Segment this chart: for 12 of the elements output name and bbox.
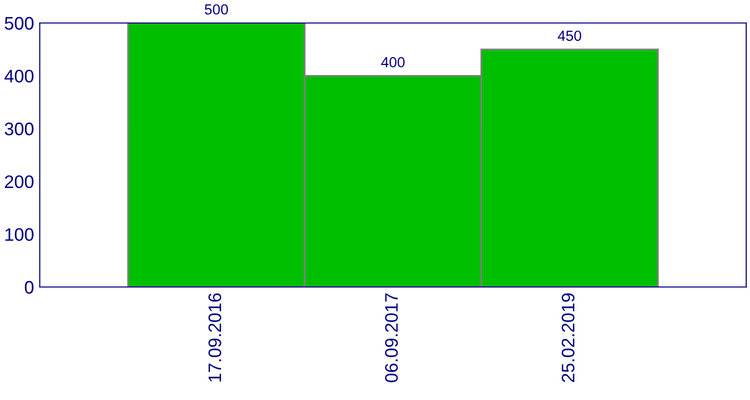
y-tick-label: 0 xyxy=(24,280,34,294)
y-tick-label: 100 xyxy=(5,228,34,241)
y-tick-label: 500 xyxy=(4,16,34,30)
x-tick-label: 25.02.2019 xyxy=(562,293,574,382)
y-tick-label: 200 xyxy=(4,175,34,188)
x-tick-label: 06.09.2017 xyxy=(385,293,398,382)
x-tick-label: 17.09.2016 xyxy=(208,293,222,382)
data-label: 450 xyxy=(558,30,582,41)
y-tick-label: 300 xyxy=(4,122,34,136)
data-label: 500 xyxy=(204,4,228,15)
data-label: 400 xyxy=(381,57,405,68)
y-tick-label: 400 xyxy=(4,70,34,83)
